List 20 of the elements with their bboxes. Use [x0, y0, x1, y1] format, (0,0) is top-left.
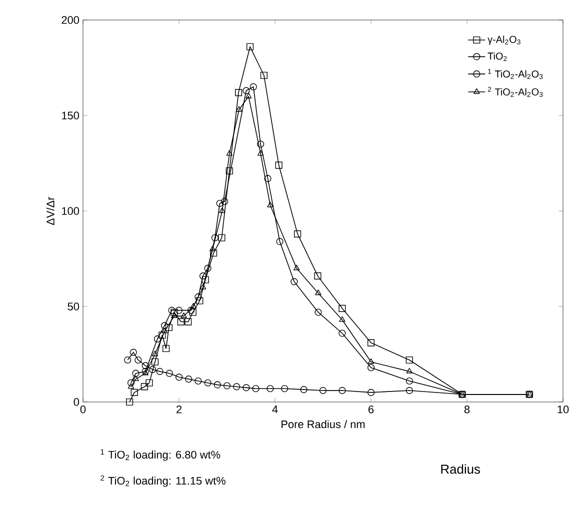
x-tick-label: 8	[464, 406, 470, 414]
x-tick-label: 4	[272, 406, 278, 414]
x-tick-label: 6	[368, 406, 374, 414]
x-axis-title: Pore Radius / nm	[282, 420, 365, 428]
y-tick-label: 100	[62, 207, 80, 215]
legend-label: TiO$_{2}$	[488, 52, 507, 62]
text: Radius	[441, 464, 480, 474]
x-tick-label: 2	[176, 406, 182, 414]
legend-label: γ-Al$_{2}$O$_{3}$	[488, 36, 520, 45]
y-tick-label: 150	[62, 112, 80, 120]
x-tick-label: 0	[80, 406, 86, 414]
y-tick-label: 50	[68, 302, 80, 310]
y-tick-label: 200	[62, 16, 80, 24]
text: $^{2}$ TiO$_{2}$ loading: 11.15 wt%	[100, 475, 226, 487]
text: $^{1}$ TiO$_{2}$ loading: 6.80 wt%	[100, 449, 220, 461]
x-tick-label: 10	[558, 406, 569, 414]
y-tick-label: 0	[74, 398, 80, 406]
legend-label: $^{1}$ TiO$_{2}$-Al$_{2}$O$_{3}$	[488, 69, 543, 79]
legend-label: $^{2}$ TiO$_{2}$-Al$_{2}$O$_{3}$	[488, 86, 543, 97]
y-axis-title: ΔV/Δr	[46, 196, 54, 225]
